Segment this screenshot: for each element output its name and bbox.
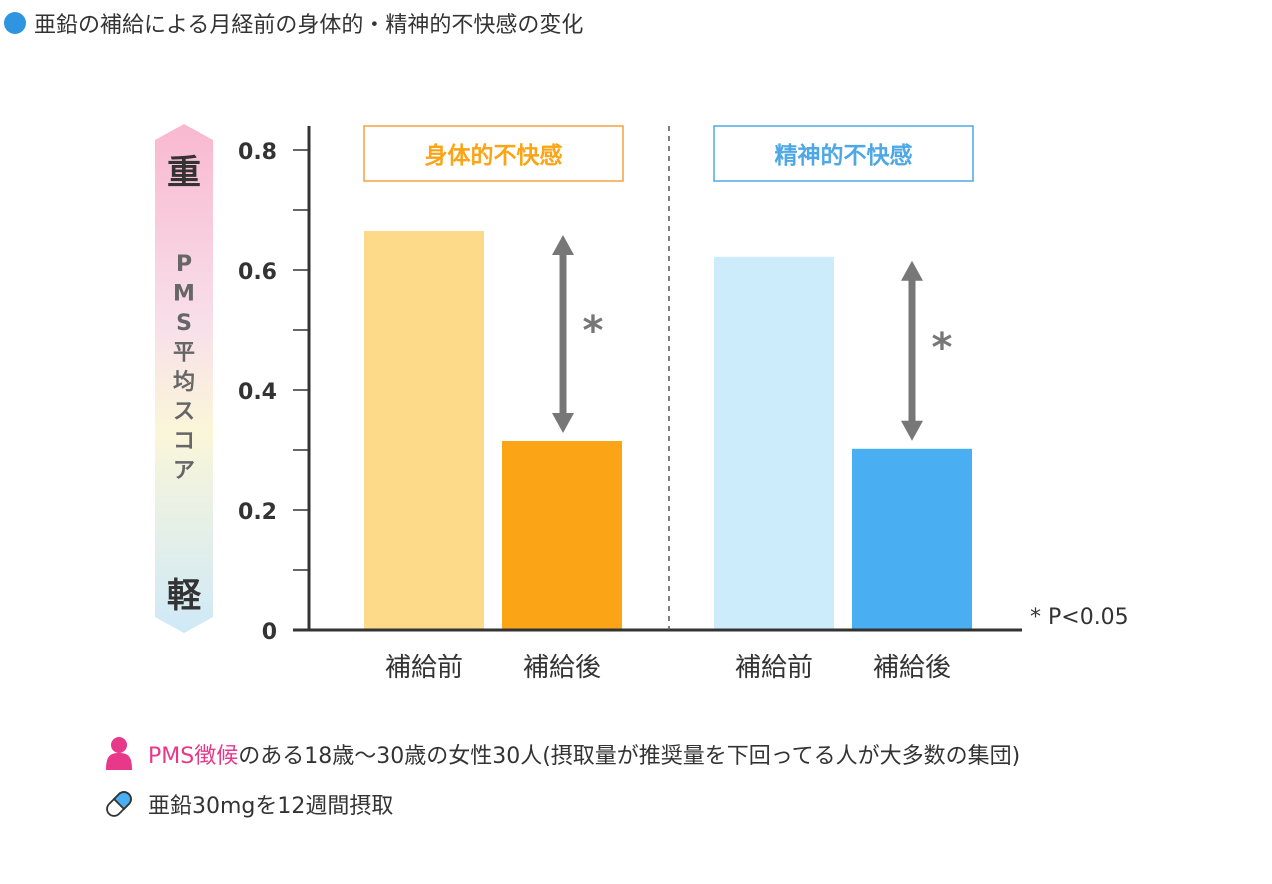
bar: [364, 231, 484, 630]
arrow-head-down: [552, 413, 574, 433]
bars: [364, 231, 972, 630]
legend-dose: 亜鉛30mgを12週間摂取: [104, 788, 393, 820]
x-tick-label: 補給前: [385, 653, 463, 683]
bar: [714, 256, 834, 630]
legend-dose-text: 亜鉛30mgを12週間摂取: [148, 794, 394, 819]
scale-axis-label-char: 均: [173, 369, 195, 395]
scale-axis-label-char: ア: [173, 459, 195, 484]
y-tick-label: 0.4: [238, 380, 277, 405]
arrow-head-up: [901, 260, 923, 281]
group-labels: 身体的不快感 精神的不快感: [363, 125, 974, 182]
scale-axis-label-char: M: [173, 282, 195, 307]
y-axis-ticks: 0 0.2 0.4 0.6 0.8: [238, 140, 309, 645]
significance-note: * P<0.05: [1030, 605, 1129, 630]
bullet-dot-icon: [4, 12, 26, 34]
arrow-head-up: [552, 235, 574, 255]
bar: [502, 441, 622, 630]
scale-axis-label-char: 平: [173, 341, 195, 366]
y-tick-label: 0: [262, 620, 277, 645]
person-icon: [106, 737, 132, 770]
scale-axis-label-char: P: [176, 252, 192, 277]
chart-header: 亜鉛の補給による月経前の身体的・精神的不快感の変化: [4, 8, 583, 38]
y-tick-label: 0.6: [238, 260, 277, 285]
scale-axis-label-char: S: [176, 311, 192, 336]
legend-subjects-text: のある18歳〜30歳の女性30人(摂取量が推奨量を下回ってる人が大多数の集団): [238, 744, 1021, 769]
group-label: 精神的不快感: [775, 142, 913, 169]
y-tick-label: 0.8: [238, 140, 277, 165]
scale-heavy-label: 重: [167, 153, 201, 193]
severity-scale-bar: [155, 124, 213, 633]
scale-axis-label-char: ス: [173, 400, 195, 425]
bar: [852, 448, 972, 630]
scale-light-label: 軽: [167, 576, 202, 616]
significance-mark: *: [932, 325, 953, 371]
y-tick-label: 0.2: [238, 500, 277, 525]
legend-subjects-highlight: PMS徴候: [148, 744, 239, 769]
capsule-icon: [106, 791, 132, 817]
group-label: 身体的不快感: [425, 142, 563, 169]
x-tick-label: 補給前: [735, 653, 813, 683]
group-label-frame: [363, 125, 624, 182]
significance-mark: *: [583, 308, 604, 354]
chart-title: 亜鉛の補給による月経前の身体的・精神的不快感の変化: [34, 13, 584, 38]
significance-arrows: * *: [552, 235, 953, 441]
group-label-frame: [713, 125, 974, 182]
x-tick-label: 補給後: [873, 653, 951, 683]
legend-subjects: PMS徴候 のある18歳〜30歳の女性30人(摂取量が推奨量を下回ってる人が大多数…: [104, 736, 1020, 772]
x-tick-label: 補給後: [523, 653, 601, 683]
scale-axis-label-char: コ: [173, 429, 195, 454]
x-axis-labels: 補給前 補給後 補給前 補給後: [385, 653, 951, 683]
arrow-head-down: [901, 420, 923, 441]
